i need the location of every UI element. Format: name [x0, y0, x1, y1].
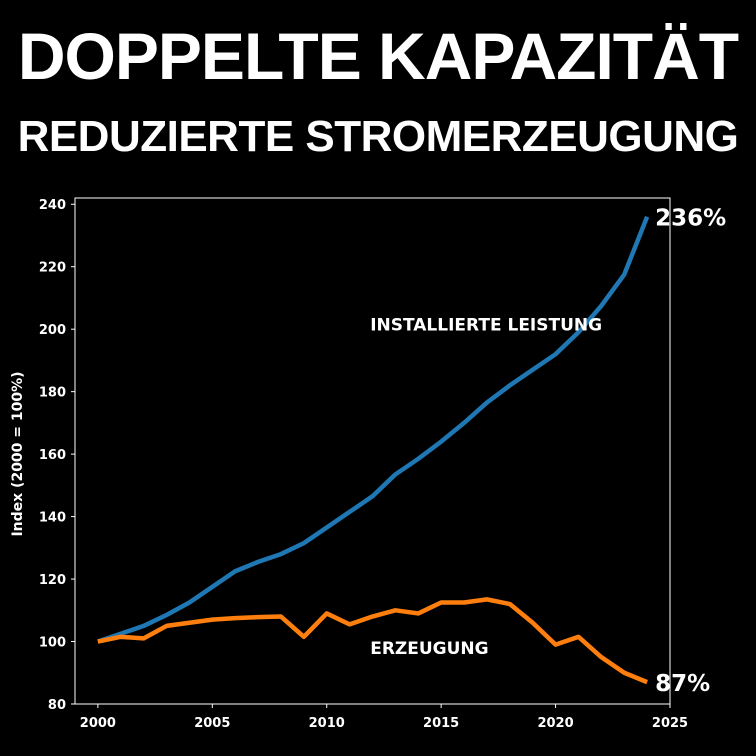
- series-line-0: [97, 215, 650, 644]
- x-tick-label: 2015: [423, 716, 459, 731]
- y-tick-label: 120: [39, 573, 66, 588]
- y-tick-label: 220: [39, 261, 66, 276]
- y-tick-label: 200: [39, 323, 66, 338]
- y-tick-label: 80: [48, 698, 66, 713]
- plot-area-frame: [74, 197, 671, 705]
- series-end-label: 236%: [655, 206, 726, 232]
- y-tick-label: 240: [39, 198, 66, 213]
- x-tick-label: 2020: [537, 716, 573, 731]
- x-tick-label: 2010: [309, 716, 345, 731]
- series-line-1: [97, 597, 648, 685]
- y-tick-label: 160: [39, 448, 66, 463]
- y-tick-label: 100: [39, 636, 66, 651]
- y-axis-label: Index (2000 = 100%): [10, 371, 26, 536]
- y-tick-label: 140: [39, 511, 66, 526]
- x-tick-label: 2005: [194, 716, 230, 731]
- series-name-label: ERZEUGUNG: [370, 639, 488, 659]
- x-tick-label: 2025: [652, 716, 688, 731]
- x-tick-label: 2000: [80, 716, 116, 731]
- y-tick-label: 180: [39, 386, 66, 401]
- chart-subtitle: REDUZIERTE STROMERZEUGUNG: [17, 112, 739, 161]
- series-name-label: INSTALLIERTE LEISTUNG: [370, 316, 602, 336]
- chart-title: DOPPELTE KAPAZITÄT: [17, 19, 739, 93]
- series-end-label: 87%: [655, 671, 710, 697]
